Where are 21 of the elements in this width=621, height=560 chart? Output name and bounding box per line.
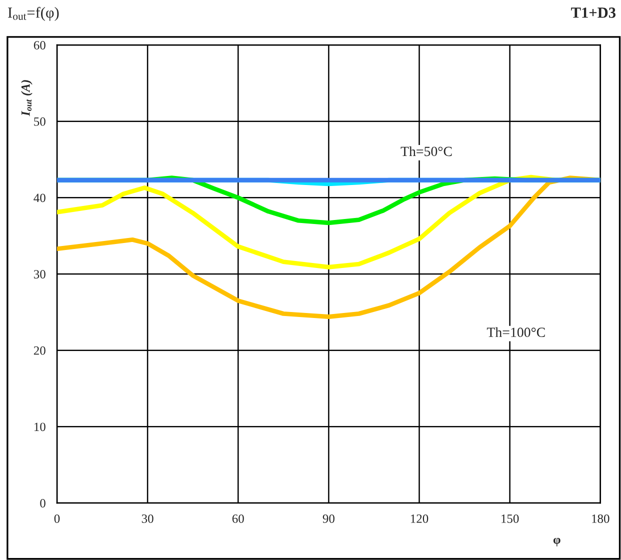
line-series [57,176,600,319]
y-tick-label: 20 [34,346,46,355]
y-tick-label: 30 [34,270,46,278]
y-tick-label: 0 [40,499,46,508]
y-axis-title: I$_{out}$ (A) [21,80,32,116]
y-tick-label: 40 [34,194,46,202]
chart-title: I$_{out}$=f(φ) [8,6,59,21]
x-tick-label: 90 [322,514,334,523]
x-tick-label: 180 [592,514,610,523]
y-tick-label: 50 [34,117,46,126]
annotation: Th=50°C [400,146,452,156]
y-tick-label: 10 [34,422,46,432]
x-tick-label: 120 [410,514,428,523]
y-tick-label: 60 [34,41,46,50]
x-tick-label: 150 [502,514,519,523]
x-tick-label: 0 [54,514,60,523]
chart-subtitle: T1+D3 [571,8,616,18]
x-tick-label: 60 [232,514,244,523]
x-axis-title: φ [553,538,560,546]
annotation: Th=100°C [486,327,545,338]
x-tick-label: 30 [142,514,154,523]
